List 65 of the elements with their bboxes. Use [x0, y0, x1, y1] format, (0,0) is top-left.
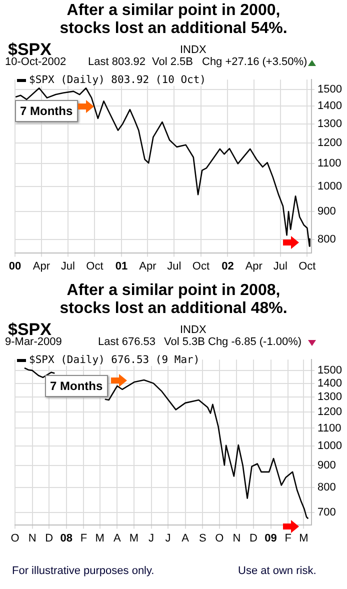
text: Chg +27.16 (+3.50%): [202, 56, 308, 68]
x-tick-label: A: [114, 532, 122, 544]
text: INDX: [180, 324, 206, 336]
y-tick-label: 1400: [318, 100, 342, 112]
x-tick-label: Jul: [60, 260, 75, 272]
x-tick-label: A: [182, 532, 190, 544]
text: Use at own risk.: [238, 565, 316, 577]
x-tick-label: F: [284, 532, 292, 544]
x-tick-label: Oct: [86, 260, 104, 272]
text: Last 676.53: [98, 336, 156, 348]
x-tick-label: N: [28, 532, 36, 544]
x-tick-label: Oct: [298, 260, 316, 272]
text: INDX: [180, 44, 206, 56]
y-tick-label: 1000: [318, 440, 342, 452]
y-tick-label: 900: [318, 460, 336, 472]
y-tick-label: 1000: [318, 180, 342, 192]
y-tick-label: 1100: [318, 158, 342, 170]
legend-label: $SPX (Daily) 803.92 (10 Oct): [29, 74, 206, 86]
x-tick-label: S: [198, 532, 206, 544]
x-tick-label: O: [215, 532, 224, 544]
text: 9-Mar-2009: [5, 336, 62, 348]
x-tick-label: Oct: [192, 260, 210, 272]
text: 10-Oct-2002: [5, 56, 66, 68]
text: Chg -6.85 (-1.00%): [208, 336, 302, 348]
x-tick-label: J: [148, 532, 154, 544]
x-tick-label: 01: [115, 260, 128, 272]
y-tick-label: 1300: [318, 118, 342, 130]
y-tick-label: 1500: [318, 84, 342, 96]
x-tick-label: M: [299, 532, 308, 544]
x-tick-label: Apr: [245, 260, 263, 272]
y-tick-label: 1200: [318, 406, 342, 418]
x-tick-label: Apr: [32, 260, 50, 272]
y-tick-label: 900: [318, 206, 336, 218]
y-tick-label: 1500: [318, 364, 342, 376]
x-tick-label: 08: [60, 532, 72, 544]
y-tick-label: 700: [318, 506, 336, 518]
y-tick-label: 1100: [318, 422, 342, 434]
annotation: 7 Months: [15, 100, 78, 122]
text: Vol 2.5B: [152, 56, 193, 68]
x-tick-label: M: [129, 532, 139, 544]
x-tick-label: D: [249, 532, 258, 544]
x-tick-label: 09: [264, 532, 277, 544]
x-tick-label: F: [80, 532, 88, 544]
y-tick-label: 800: [318, 234, 336, 246]
text: For illustrative purposes only.: [12, 565, 154, 577]
x-tick-label: O: [10, 532, 20, 544]
legend-label: $SPX (Daily) 676.53 (9 Mar): [29, 354, 200, 366]
x-tick-label: 02: [222, 260, 234, 272]
text: Vol 5.3B: [164, 336, 205, 348]
x-tick-label: Jul: [167, 260, 182, 272]
y-tick-label: 800: [318, 482, 336, 494]
chart-title: After a similar point in 2008, stocks lost an additional 48%.: [58, 282, 288, 318]
text: Last 803.92: [88, 56, 146, 68]
x-tick-label: J: [165, 532, 171, 544]
x-tick-label: N: [232, 532, 241, 544]
y-tick-label: 1300: [318, 391, 342, 404]
x-tick-label: 00: [8, 260, 22, 272]
x-tick-label: M: [95, 532, 104, 544]
annotation: 7 Months: [45, 375, 108, 397]
x-tick-label: D: [45, 532, 54, 544]
y-tick-label: 1400: [318, 377, 342, 390]
chart-title: After a similar point in 2000, stocks lost an additional 54%.: [58, 2, 288, 38]
y-tick-label: 1200: [318, 136, 342, 149]
x-tick-label: Jul: [273, 260, 288, 272]
x-tick-label: Apr: [139, 260, 157, 272]
